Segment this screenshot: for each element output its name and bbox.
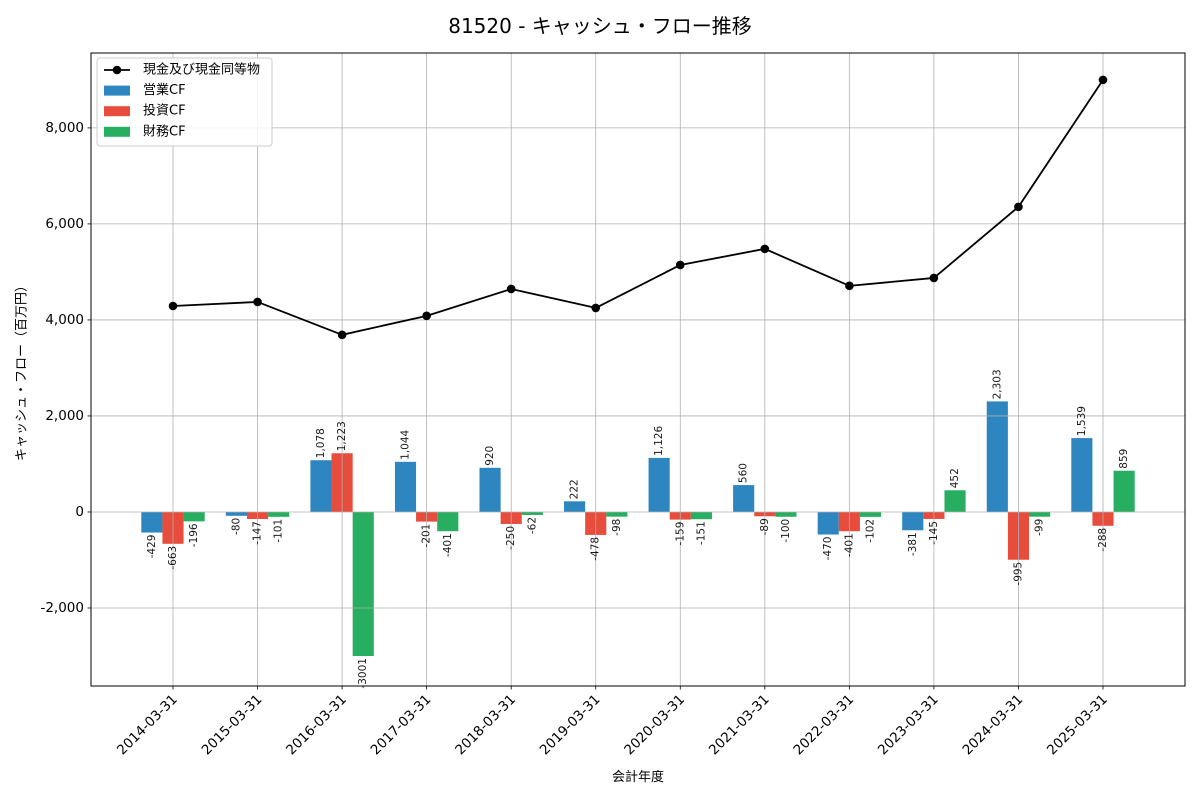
bar-financing-cf-2023-03-31 (944, 490, 966, 512)
data-label-operating-cf-2017-03-31: 1,044 (400, 429, 412, 459)
legend-box (96, 57, 273, 147)
legend-label-cash-equivalents: 現金及び現金同等物 (143, 62, 260, 78)
data-label-layer: -429 -80 1,078 1,044 920 222 1,126 560 -470 -381 2… (146, 369, 1130, 688)
bar-financing-cf-2018-03-31 (521, 511, 543, 515)
grid-layer (91, 53, 1185, 686)
line-layer (168, 75, 1108, 340)
bar-financing-cf-2025-03-31 (1113, 470, 1135, 512)
data-label-financing-cf-2016-03-31: -3001 (357, 658, 369, 689)
data-label-operating-cf-2020-03-31: 1,126 (653, 426, 665, 456)
bar-financing-cf-2020-03-31 (690, 511, 712, 520)
point-cash-equivalents-2025-03-31 (1098, 75, 1108, 85)
bar-financing-cf-2015-03-31 (268, 511, 290, 517)
bar-financing-cf-2016-03-31 (352, 511, 374, 657)
bar-financing-cf-2022-03-31 (859, 511, 882, 517)
data-label-investing-cf-2020-03-31: -159 (674, 522, 686, 546)
data-label-investing-cf-2023-03-31: -145 (928, 521, 940, 545)
data-label-financing-cf-2022-03-31: -102 (864, 519, 876, 543)
y-tick-label: 8,000 (45, 120, 84, 136)
data-label-operating-cf-2019-03-31: 222 (569, 479, 581, 499)
data-label-operating-cf-2018-03-31: 920 (484, 446, 496, 466)
y-tick-label: 2,000 (45, 408, 84, 424)
bar-financing-cf-2021-03-31 (775, 511, 797, 517)
data-label-operating-cf-2021-03-31: 560 (738, 463, 750, 483)
data-label-operating-cf-2015-03-31: -80 (230, 518, 242, 535)
data-label-investing-cf-2024-03-31: -995 (1012, 562, 1024, 586)
bar-financing-cf-2014-03-31 (183, 511, 205, 522)
chart-title: 81520 - キャッシュ・フロー推移 (448, 14, 752, 38)
bar-financing-cf-2017-03-31 (437, 511, 459, 532)
bar-operating-cf-2022-03-31 (817, 511, 839, 535)
point-cash-equivalents-2024-03-31 (1014, 202, 1023, 212)
data-label-financing-cf-2020-03-31: -151 (695, 521, 707, 545)
y-tick-label: 6,000 (45, 216, 84, 232)
legend-marker-cash-equivalents (112, 65, 122, 75)
data-label-financing-cf-2019-03-31: -98 (611, 519, 623, 536)
data-label-investing-cf-2014-03-31: -663 (167, 546, 179, 570)
data-label-operating-cf-2022-03-31: -470 (822, 537, 834, 561)
bar-operating-cf-2018-03-31 (479, 467, 501, 512)
data-label-investing-cf-2017-03-31: -201 (421, 524, 433, 548)
y-axis-label: キャッシュ・フロー（百万円） (15, 279, 30, 461)
data-label-financing-cf-2021-03-31: -100 (780, 519, 792, 543)
bar-operating-cf-2014-03-31 (141, 511, 163, 533)
data-label-financing-cf-2018-03-31: -62 (526, 517, 538, 534)
point-cash-equivalents-2017-03-31 (422, 311, 431, 321)
data-label-financing-cf-2015-03-31: -101 (273, 519, 285, 543)
line-cash-equivalents (172, 79, 1104, 336)
data-label-operating-cf-2016-03-31: 1,078 (315, 428, 327, 458)
bar-operating-cf-2020-03-31 (648, 457, 670, 512)
point-cash-equivalents-2022-03-31 (845, 281, 854, 291)
data-label-financing-cf-2025-03-31: 859 (1118, 449, 1130, 469)
bar-operating-cf-2024-03-31 (986, 401, 1008, 512)
bar-operating-cf-2019-03-31 (564, 501, 586, 512)
point-cash-equivalents-2018-03-31 (506, 284, 516, 294)
plot-frame (90, 52, 1186, 687)
y-tick-label: -2,000 (40, 600, 84, 616)
bar-operating-cf-2017-03-31 (394, 461, 417, 512)
data-label-operating-cf-2014-03-31: -429 (146, 535, 158, 559)
point-cash-equivalents-2015-03-31 (253, 297, 262, 307)
data-label-financing-cf-2024-03-31: -99 (1034, 519, 1046, 536)
bar-operating-cf-2023-03-31 (902, 511, 924, 531)
data-label-investing-cf-2018-03-31: -250 (505, 526, 517, 550)
data-label-investing-cf-2019-03-31: -478 (590, 537, 602, 561)
bar-financing-cf-2024-03-31 (1029, 511, 1051, 517)
point-cash-equivalents-2023-03-31 (929, 273, 939, 283)
point-cash-equivalents-2016-03-31 (337, 330, 347, 340)
data-label-investing-cf-2022-03-31: -401 (843, 533, 855, 557)
bar-operating-cf-2015-03-31 (225, 511, 247, 516)
legend-label-financing-cf: 財務CF (143, 124, 186, 139)
bar-operating-cf-2016-03-31 (310, 460, 332, 512)
point-cash-equivalents-2014-03-31 (168, 301, 178, 311)
data-label-investing-cf-2021-03-31: -89 (759, 518, 771, 535)
data-label-operating-cf-2023-03-31: -381 (907, 532, 919, 556)
bar-operating-cf-2021-03-31 (733, 485, 755, 512)
legend-swatch-financing-cf (104, 126, 130, 137)
y-tick-label: 0 (75, 504, 84, 520)
data-label-operating-cf-2024-03-31: 2,303 (991, 369, 1003, 399)
legend-label-investing-cf: 投資CF (143, 103, 186, 119)
point-cash-equivalents-2021-03-31 (760, 244, 770, 254)
data-label-investing-cf-2025-03-31: -288 (1097, 528, 1109, 552)
data-label-financing-cf-2023-03-31: 452 (949, 468, 961, 488)
data-label-financing-cf-2017-03-31: -401 (442, 533, 454, 557)
legend-swatch-operating-cf (104, 85, 130, 96)
point-cash-equivalents-2019-03-31 (591, 303, 601, 313)
bar-financing-cf-2019-03-31 (606, 511, 628, 517)
x-axis-label: 会計年度 (612, 769, 664, 785)
data-label-investing-cf-2015-03-31: -147 (252, 521, 264, 545)
bar-operating-cf-2025-03-31 (1071, 438, 1093, 512)
data-label-investing-cf-2016-03-31: 1,223 (336, 421, 348, 451)
point-cash-equivalents-2020-03-31 (675, 260, 685, 270)
y-tick-label: 4,000 (45, 312, 84, 328)
legend-swatch-investing-cf (104, 106, 130, 117)
data-label-operating-cf-2025-03-31: 1,539 (1076, 406, 1088, 436)
data-label-financing-cf-2014-03-31: -196 (188, 523, 200, 547)
legend-label-operating-cf: 営業CF (143, 82, 186, 98)
